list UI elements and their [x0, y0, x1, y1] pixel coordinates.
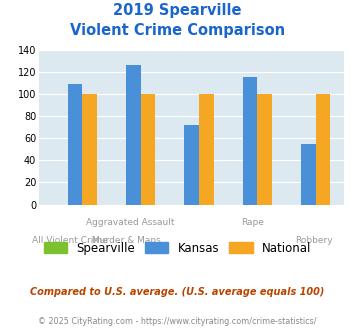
Bar [301, 144, 316, 205]
Text: © 2025 CityRating.com - https://www.cityrating.com/crime-statistics/: © 2025 CityRating.com - https://www.city… [38, 317, 317, 326]
Bar [184, 125, 199, 205]
Text: Compared to U.S. average. (U.S. average equals 100): Compared to U.S. average. (U.S. average … [30, 287, 325, 297]
Text: Robbery: Robbery [295, 236, 333, 245]
Bar [82, 94, 97, 205]
Bar [141, 94, 155, 205]
Bar [257, 94, 272, 205]
Bar [243, 77, 257, 205]
Text: Murder & Mans...: Murder & Mans... [92, 236, 169, 245]
Bar [67, 84, 82, 205]
Bar [126, 65, 141, 205]
Text: Rape: Rape [241, 218, 264, 227]
Text: 2019 Spearville: 2019 Spearville [113, 3, 242, 18]
Legend: Spearville, Kansas, National: Spearville, Kansas, National [39, 237, 316, 259]
Text: Violent Crime Comparison: Violent Crime Comparison [70, 23, 285, 38]
Bar [199, 94, 214, 205]
Text: Aggravated Assault: Aggravated Assault [86, 218, 175, 227]
Text: All Violent Crime: All Violent Crime [32, 236, 108, 245]
Bar [316, 94, 331, 205]
